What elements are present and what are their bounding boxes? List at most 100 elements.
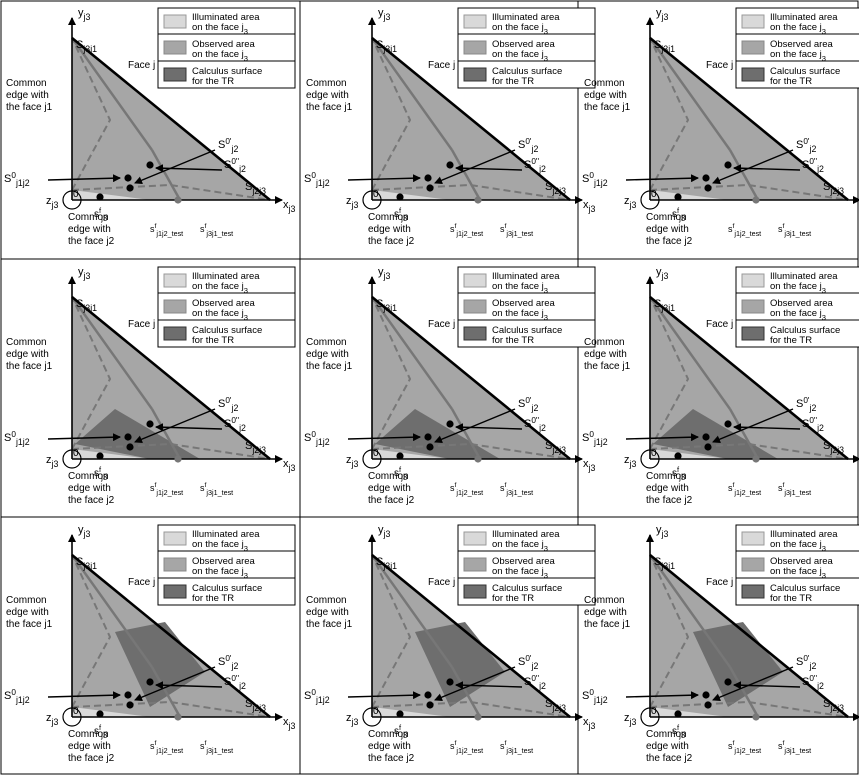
legend-illuminated: Illuminated area: [192, 12, 260, 23]
point-s0pp: [724, 678, 732, 686]
common-edge-j1-label: edge with: [6, 349, 49, 360]
calculus-swatch: [463, 67, 487, 82]
s-j2j3-label: Sj2j3: [545, 440, 566, 455]
arrow-s0pp: [455, 423, 523, 432]
s-j2j3-label: Sj2j3: [545, 698, 566, 713]
point-s0p: [126, 184, 134, 192]
arrow-s0pp: [733, 164, 801, 173]
observation-line: [648, 37, 732, 151]
common-edge-j1-label: edge with: [584, 607, 627, 618]
face-label: Face j: [706, 60, 733, 71]
y-axis-label: yj3: [78, 524, 90, 539]
common-edge-j1-label: Common: [584, 337, 625, 348]
s0-j1j2-label: S0j1j2: [304, 688, 330, 705]
arrow-s0p: [434, 666, 516, 702]
legend-observed: Observed area: [492, 39, 556, 50]
illuminated-swatch: [463, 531, 487, 546]
y-axis-label: yj3: [78, 7, 90, 22]
common-edge-j1-label: edge with: [306, 349, 349, 360]
legend-for-tr: for the TR: [492, 593, 534, 604]
common-edge-j1-label: Common: [584, 595, 625, 606]
common-edge-j1-label: the face j1: [306, 102, 353, 113]
face-hypotenuse: [71, 553, 271, 719]
z-axis-label: zj3: [46, 195, 58, 210]
observation-line: [150, 149, 182, 201]
legend-on-face: on the face j3: [192, 22, 248, 36]
observation-line: [150, 666, 182, 718]
legend-on-face: on the face j3: [770, 281, 826, 295]
common-edge-j2-label: the face j2: [646, 753, 693, 764]
s-j2j3-label: Sj2j3: [823, 440, 844, 455]
observed-boundary: [649, 37, 690, 191]
observation-line: [450, 149, 482, 201]
common-edge-j2-label: the face j2: [646, 236, 693, 247]
point-s0-j1j2: [702, 174, 710, 182]
s-j3j1-label: Sj3j1: [76, 298, 97, 313]
observed-boundary: [371, 183, 571, 201]
legend-observed: Observed area: [770, 556, 834, 567]
legend-illuminated: Illuminated area: [192, 271, 260, 282]
legend-for-tr: for the TR: [192, 593, 234, 604]
face-hypotenuse: [649, 36, 849, 202]
z-axis-label: zj3: [346, 712, 358, 727]
face-label: Face j: [706, 577, 733, 588]
s-j3j1-label: Sj3j1: [654, 39, 675, 54]
point-s0-j1j2: [124, 691, 132, 699]
legend-illuminated: Illuminated area: [192, 529, 260, 540]
calculus-swatch: [163, 326, 187, 341]
legend-calculus: Calculus surface: [770, 583, 840, 594]
common-edge-j1-label: the face j1: [584, 361, 631, 372]
observed-boundary: [371, 700, 571, 718]
common-edge-j1-label: the face j1: [6, 361, 53, 372]
legend-illuminated: Illuminated area: [492, 12, 560, 23]
legend-illuminated: Illuminated area: [770, 12, 838, 23]
legend-calculus: Calculus surface: [492, 66, 562, 77]
origin-label: 0: [373, 189, 379, 200]
s0-j1j2-label: S0j1j2: [304, 430, 330, 447]
x-axis-label: xj3: [583, 199, 595, 214]
point-s0pp: [724, 420, 732, 428]
s0p-label: S0'j2: [518, 137, 538, 154]
observed-swatch: [741, 557, 765, 572]
observation-line: [450, 408, 482, 460]
observation-line: [728, 408, 760, 460]
point-sf-test: [174, 713, 182, 721]
z-axis-label: zj3: [624, 195, 636, 210]
legend-on-face: on the face j3: [770, 566, 826, 580]
legend-calculus: Calculus surface: [492, 325, 562, 336]
arrow-s0-j1j2: [47, 174, 121, 183]
s0pp-label: S0''j2: [802, 416, 824, 433]
sf-test-label: sfj1j2_test: [150, 223, 183, 238]
z-axis-label: zj3: [624, 454, 636, 469]
legend-on-face: on the face j3: [770, 49, 826, 63]
point-sf-test: [474, 196, 482, 204]
common-edge-j2-label: Common: [646, 471, 687, 482]
z-axis-marker: [62, 190, 82, 210]
sf-j3-label: sfj3: [672, 723, 686, 740]
common-edge-j1-label: edge with: [306, 607, 349, 618]
arrow-s0p: [712, 666, 794, 702]
sf-test-label: sfj3j1_test: [200, 740, 233, 755]
point-s0pp: [724, 161, 732, 169]
sf-j3-label: sfj3: [672, 465, 686, 482]
s0pp-label: S0''j2: [802, 157, 824, 174]
calculus-swatch: [463, 326, 487, 341]
observed-boundary: [649, 554, 690, 708]
z-axis-marker: [62, 707, 82, 727]
observed-swatch: [463, 40, 487, 55]
point-s0p: [704, 701, 712, 709]
observed-swatch: [163, 557, 187, 572]
observed-boundary: [649, 183, 849, 201]
arrow-s0p: [134, 149, 216, 185]
legend-for-tr: for the TR: [192, 76, 234, 87]
s0-j1j2-label: S0j1j2: [582, 171, 608, 188]
legend-on-face: on the face j3: [192, 566, 248, 580]
observed-boundary: [71, 296, 112, 450]
point-s0pp: [446, 420, 454, 428]
legend-for-tr: for the TR: [492, 335, 534, 346]
s-j3j1-label: Sj3j1: [376, 556, 397, 571]
s0pp-label: S0''j2: [524, 416, 546, 433]
observed-boundary: [71, 183, 271, 201]
legend-on-face: on the face j3: [192, 49, 248, 63]
arrow-s0-j1j2: [47, 691, 121, 700]
